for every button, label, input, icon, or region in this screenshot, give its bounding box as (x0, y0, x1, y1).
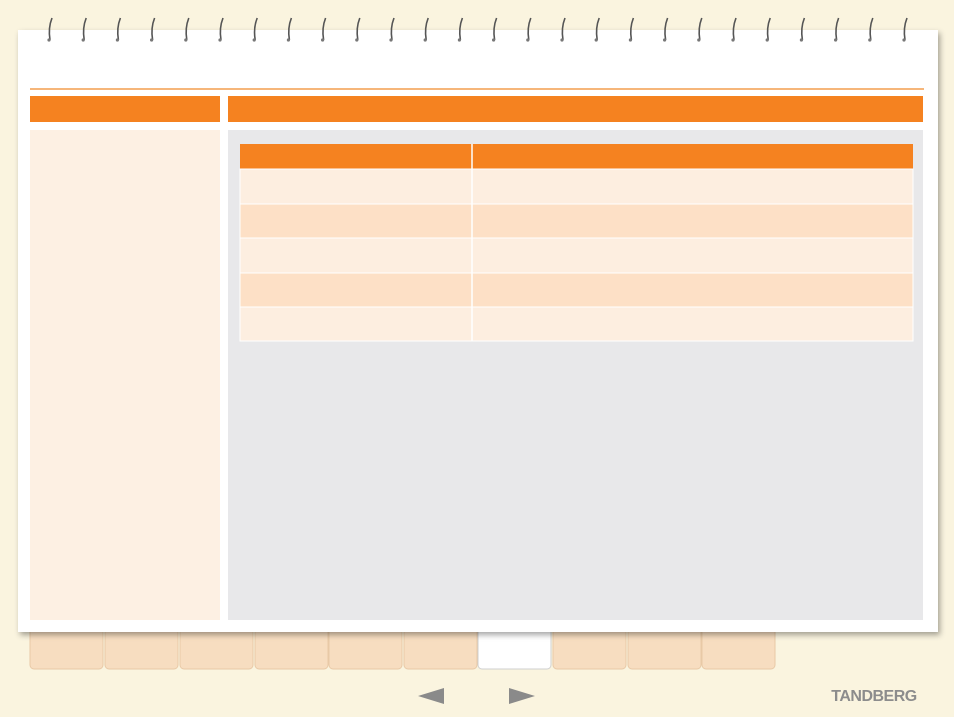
ring-hole (594, 38, 598, 42)
ring-hole (765, 38, 769, 42)
ring-hole (868, 38, 872, 42)
ring-hole (492, 38, 496, 42)
ring (835, 17, 840, 41)
ring (458, 17, 464, 41)
sidebar-panel (30, 130, 220, 620)
tab[interactable] (179, 627, 254, 670)
table-row (239, 237, 914, 274)
tab[interactable] (701, 627, 776, 670)
ring-hole (184, 38, 188, 42)
ring-hole (628, 38, 633, 42)
tab[interactable] (403, 627, 478, 670)
ring-hole (902, 38, 906, 42)
next-arrow[interactable] (509, 688, 535, 704)
ring (48, 17, 53, 41)
tab[interactable] (104, 627, 179, 670)
tab[interactable] (254, 627, 329, 670)
table-row (239, 203, 914, 239)
tab-bar (29, 627, 776, 670)
ring (356, 17, 361, 41)
ring (698, 17, 703, 41)
ring-hole (526, 38, 530, 42)
main-header-bar (228, 96, 923, 122)
ring-hole (663, 38, 667, 42)
ring-hole (81, 38, 85, 42)
ring-hole (286, 38, 290, 42)
ring-hole (252, 38, 256, 42)
table-row (239, 272, 914, 308)
ring-hole (799, 38, 804, 42)
ring (766, 17, 771, 41)
table (239, 144, 914, 342)
ring (527, 17, 532, 41)
ring-hole (115, 38, 119, 42)
ring (561, 17, 566, 41)
ring (869, 17, 874, 41)
ring-hole (457, 38, 461, 42)
ring (82, 17, 87, 41)
ring (424, 17, 429, 41)
ring-hole (423, 38, 427, 42)
ring (185, 17, 190, 41)
ring (595, 17, 600, 41)
tab[interactable] (627, 627, 702, 670)
ring (253, 17, 258, 41)
ring-hole (560, 38, 564, 42)
tab[interactable] (328, 627, 403, 670)
ring-hole (834, 38, 838, 42)
ring-hole (389, 38, 393, 42)
ring (664, 17, 669, 41)
ring (732, 17, 737, 41)
table-header (240, 144, 913, 169)
ring (800, 17, 806, 41)
ring (151, 17, 156, 41)
ring (116, 17, 122, 41)
brand-logo: TANDBERG (831, 688, 917, 705)
ring (390, 17, 395, 41)
ring (322, 17, 327, 41)
ring-hole (731, 38, 735, 42)
ring (219, 17, 224, 41)
spiral-binding (47, 17, 908, 42)
tab-active[interactable] (477, 627, 552, 670)
ring-hole (150, 38, 154, 42)
table-row (239, 306, 914, 342)
table-row (239, 168, 914, 205)
prev-arrow[interactable] (418, 688, 444, 704)
ring (287, 17, 293, 41)
ring-hole (355, 38, 359, 42)
ring-hole (321, 38, 325, 42)
left-header-bar (30, 96, 220, 122)
ring (903, 17, 908, 41)
tab[interactable] (29, 627, 104, 670)
ring (493, 17, 498, 41)
tab[interactable] (552, 627, 627, 670)
ring (629, 17, 635, 41)
ring-hole (697, 38, 701, 42)
ring-hole (218, 38, 222, 42)
ring-hole (47, 38, 51, 42)
